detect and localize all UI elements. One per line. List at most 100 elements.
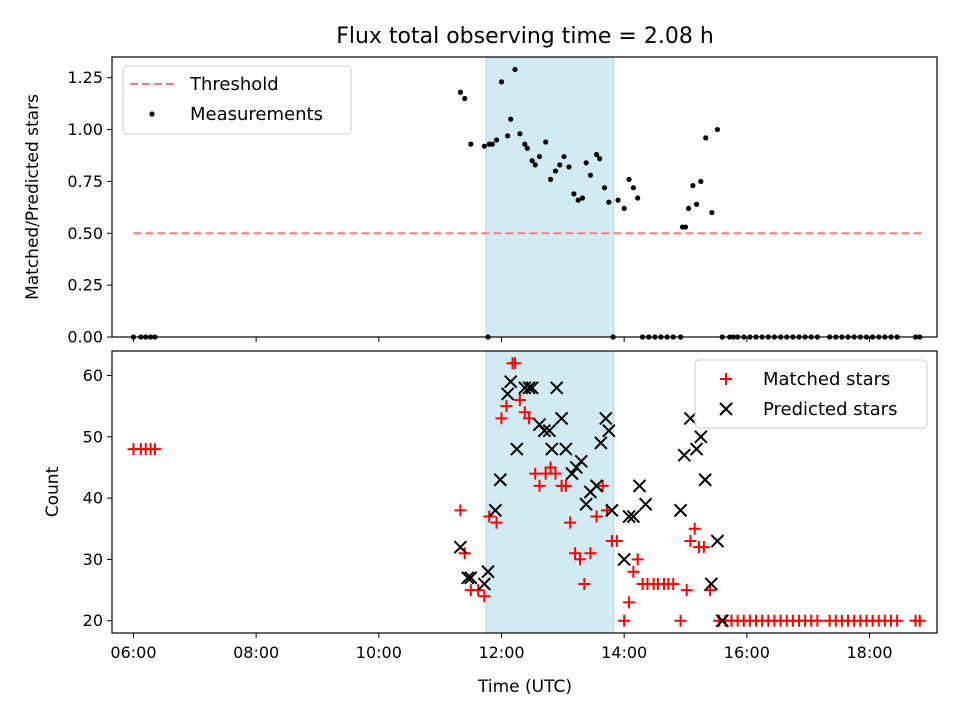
predicted-star-point [549,381,564,395]
legend-measurements-swatch [149,111,155,117]
measurement-point [489,141,495,147]
matched-star-point [680,584,693,597]
matched-star-point [584,547,597,560]
measurement-point [593,151,600,158]
top-legend-box [122,65,352,135]
y-tick-label: 30 [83,550,103,569]
predicted-star-point [554,411,569,426]
y-tick-label: 0.25 [67,276,103,295]
measurement-point [709,209,715,216]
measurement-point [552,168,559,174]
measurement-point [493,137,500,143]
measurement-point [714,126,721,133]
matched-star-point [490,516,503,529]
measurement-point [566,164,572,170]
predicted-star-point [698,473,712,487]
measurement-point [524,145,530,151]
measurement-point [621,205,627,212]
matched-star-point [891,614,904,627]
measurement-point [462,95,468,102]
matched-star-point [483,510,496,523]
matched-star-point [148,443,161,456]
predicted-star-point [453,540,468,554]
measurement-point [557,162,563,168]
y-tick-label: 0.00 [67,328,103,347]
measurement-point [517,131,523,137]
predicted-star-point [694,430,708,444]
measurement-point [583,160,589,166]
matched-star-point [590,510,603,523]
predicted-star-point [510,442,524,456]
y-tick-label: 60 [83,366,103,385]
top-axes: 0.00 0.25 0.50 0.75 1.00 1.25 Matched/Predict… [23,56,938,347]
bottom-legend-box [694,359,928,429]
y-tick-label: 0.50 [67,224,103,243]
predicted-star-point [617,552,631,567]
measurement-point [561,153,567,160]
predicted-star-point [673,503,688,518]
predicted-star-point [464,571,478,585]
top-shaded-span-layer [485,56,615,338]
predicted-star-point [677,448,691,462]
matched-star-point [913,614,926,627]
predicted-star-point [715,614,730,628]
predicted-star-point [605,503,619,518]
x-tick-label: 08:00 [233,643,279,662]
top-x-ticks [132,337,871,342]
measurement-point [468,141,474,147]
observing-time-span [485,56,615,338]
measurement-point [587,172,594,178]
legend-threshold-label: Threshold [189,74,279,95]
matched-star-point [478,590,491,603]
measurement-point [682,224,689,230]
top-axes-frame [111,56,938,338]
bottom-axes-frame [111,350,938,634]
predicted-star-point [522,381,536,395]
x-tick-label: 06:00 [110,643,156,662]
measurement-point [457,89,464,95]
matched-star-point [529,467,542,480]
measurement-point [532,162,538,168]
matched-star-point [596,479,609,492]
measurement-point [685,205,692,212]
predicted-star-point [545,442,559,456]
predicted-star-point [638,497,653,511]
measurement-point [529,158,535,164]
matched-star-point [674,614,687,627]
x-tick-label: 18:00 [846,643,892,662]
matched-star-point [564,516,577,529]
legend-matched-label: Matched stars [763,369,890,390]
predicted-star-point [461,571,475,585]
matched-star-point [667,577,680,590]
legend-matched-swatch [720,373,732,385]
measurement-point [512,66,518,73]
measurement-point [575,197,581,203]
predicted-star-point [579,497,593,511]
measurement-point [615,197,621,203]
measurement-point [536,153,543,160]
predicted-star-point [602,423,616,438]
x-tick-label: 10:00 [356,643,402,662]
bottom-shaded-span-layer [485,350,615,634]
matched-star-point [623,596,636,609]
measurement-point [690,182,696,189]
predicted-star-point [493,473,507,487]
predicted-star-point [632,479,647,493]
measurement-point [498,79,505,85]
matched-star-point [518,406,531,419]
predicted-star-point [689,442,704,456]
y-tick-label: 40 [83,489,103,508]
predicted-star-point [537,423,552,438]
measurement-point [630,185,636,191]
x-tick-label: 12:00 [478,643,524,662]
matched-star-point [533,479,546,492]
predicted-star-point [542,423,557,438]
x-axis-label: Time (UTC) [477,677,572,697]
predicted-star-point [503,374,518,389]
predicted-star-point [622,509,636,524]
matched-star-point [574,553,587,566]
matched-star-point [618,614,631,627]
predicted-star-point [525,381,539,395]
matched-star-point [578,577,591,590]
